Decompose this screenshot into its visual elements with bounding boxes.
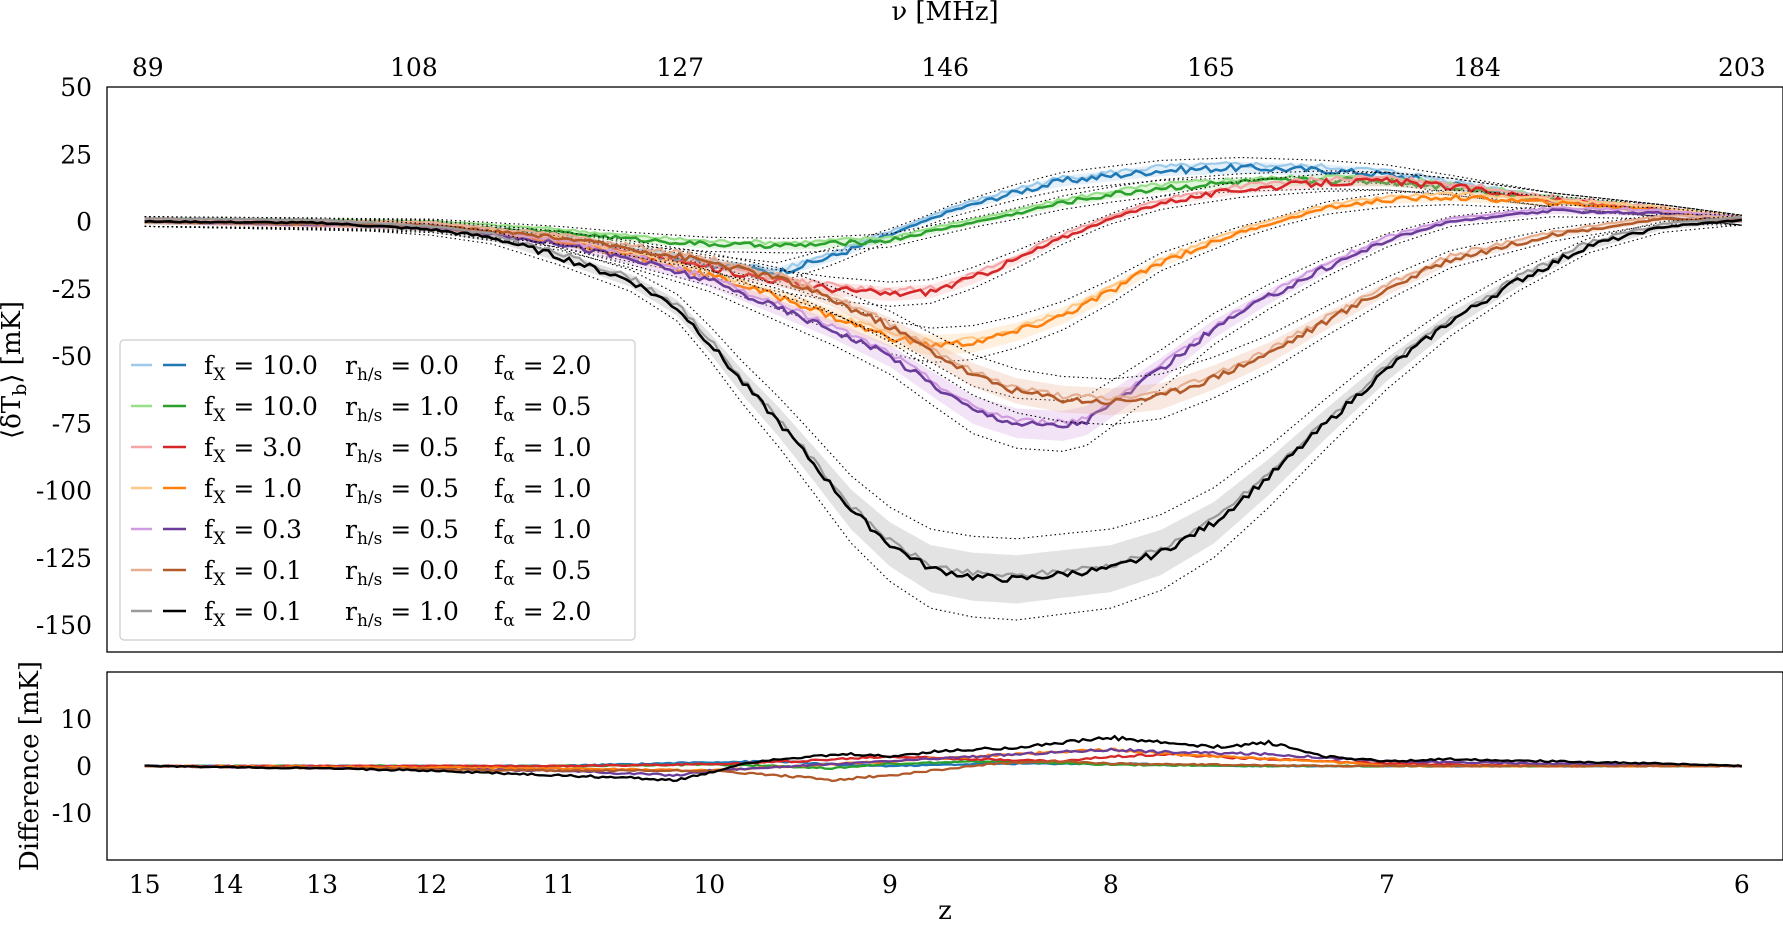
series-envelope-line [144, 156, 1742, 264]
bottom-x-tick-label: 6 [1734, 870, 1750, 899]
series-line [144, 218, 1743, 583]
bottom-x-axis-label: z [938, 896, 952, 926]
main-y-tick-label: 50 [60, 73, 92, 102]
top-x-tick-label: 108 [390, 53, 438, 82]
difference-series-line [144, 734, 1743, 783]
legend-rhs-label: rh/s = 1.0 [345, 392, 459, 426]
legend-fx-label: fX = 3.0 [204, 433, 302, 467]
legend-falpha-label: fα = 0.5 [494, 392, 591, 426]
main-y-tick-label: -75 [52, 409, 92, 438]
main-y-tick-label: -100 [36, 477, 92, 506]
bottom-x-tick-label: 8 [1103, 870, 1119, 899]
legend-fx-label: fX = 10.0 [204, 392, 318, 426]
legend-fx-label: fX = 0.3 [204, 515, 302, 549]
legend-rhs-label: rh/s = 0.0 [345, 556, 459, 590]
difference-series-line [144, 759, 1742, 783]
bottom-x-tick-label: 13 [306, 870, 338, 899]
top-x-tick-label: 127 [656, 53, 704, 82]
series-line [144, 208, 1743, 429]
difference-y-ticks: 10 0 -10 [52, 705, 92, 828]
series-envelope-line [144, 170, 1742, 240]
legend-falpha-label: fα = 2.0 [494, 597, 591, 631]
legend-rhs-label: rh/s = 0.0 [345, 351, 459, 385]
y-label-part: ⟨δT [0, 395, 27, 439]
bottom-x-tick-label: 11 [543, 870, 575, 899]
legend-falpha-label: fα = 1.0 [494, 433, 591, 467]
difference-plot-frame [106, 671, 1783, 861]
difference-y-tick-label: 0 [76, 752, 92, 781]
legend-fx-label: fX = 1.0 [204, 474, 302, 508]
top-x-tick-label: 184 [1453, 53, 1501, 82]
main-panel: 50 25 0 -25 -50 -75 -100 -125 -150 ⟨δTb⟩ [mK] fX… [0, 73, 1783, 653]
series-envelope-line [144, 177, 1742, 284]
legend-fx-label: fX = 0.1 [204, 597, 302, 631]
main-plot-frame [106, 86, 1783, 653]
top-axis-label: ν [MHz] [891, 0, 998, 27]
bottom-x-tick-label: 7 [1379, 870, 1395, 899]
top-ticks: 89 108 127 146 165 184 203 [132, 53, 1766, 82]
top-x-tick-label: 203 [1718, 53, 1766, 82]
legend-falpha-label: fα = 1.0 [494, 515, 591, 549]
legend: fX = 10.0 rh/s = 0.0 fα = 2.0 fX = 10.0 rh/s… [119, 339, 636, 641]
legend-rhs-label: rh/s = 0.5 [345, 433, 459, 467]
main-y-tick-label: -125 [36, 544, 92, 573]
top-x-tick-label: 146 [921, 53, 969, 82]
main-y-tick-label: -50 [52, 342, 92, 371]
difference-y-axis-label: Difference [mK] [15, 661, 45, 871]
bottom-x-tick-label: 10 [693, 870, 725, 899]
bottom-x-tick-label: 12 [415, 870, 447, 899]
difference-y-tick-label: 10 [60, 705, 92, 734]
legend-fx-label: fX = 0.1 [204, 556, 302, 590]
legend-rhs-label: rh/s = 0.5 [345, 515, 459, 549]
main-y-tick-label: 0 [76, 208, 92, 237]
legend-falpha-label: fα = 1.0 [494, 474, 591, 508]
legend-falpha-label: fα = 2.0 [494, 351, 591, 385]
difference-panel: 100-10 Difference [mK] 15 14 13 12 11 10 9 8 7 6 … [15, 661, 1783, 926]
legend-rhs-label: rh/s = 1.0 [345, 597, 459, 631]
bottom-x-tick-label: 9 [882, 870, 898, 899]
main-y-tick-label: -25 [52, 275, 92, 304]
series-line-light [144, 206, 1742, 427]
legend-rhs-label: rh/s = 0.5 [345, 474, 459, 508]
series-line-light [144, 214, 1742, 401]
series-envelope-line [144, 214, 1742, 540]
bottom-x-ticks: 15 14 13 12 11 10 9 8 7 6 [129, 870, 1750, 899]
difference-series-group [144, 734, 1743, 783]
top-x-tick-label: 165 [1187, 53, 1235, 82]
main-y-ticks: 50 25 0 -25 -50 -75 -100 -125 -150 [36, 73, 92, 640]
y-label-subscript: b [9, 384, 31, 396]
legend-falpha-label: fα = 0.5 [494, 556, 591, 590]
difference-y-tick-label: -10 [52, 799, 92, 828]
legend-box [119, 339, 636, 641]
main-y-axis-label: ⟨δTb⟩ [mK] [0, 301, 31, 439]
bottom-x-tick-label: 14 [212, 870, 244, 899]
top-x-tick-label: 89 [132, 53, 164, 82]
series-envelope-line [144, 213, 1742, 380]
series-envelope-line [144, 189, 1742, 307]
legend-fx-label: fX = 10.0 [204, 351, 318, 385]
main-series-group [144, 156, 1743, 621]
bottom-x-tick-label: 15 [129, 870, 161, 899]
main-y-tick-label: 25 [60, 140, 92, 169]
main-y-tick-label: -150 [36, 611, 92, 640]
y-label-unit: ⟩ [mK] [0, 301, 27, 384]
